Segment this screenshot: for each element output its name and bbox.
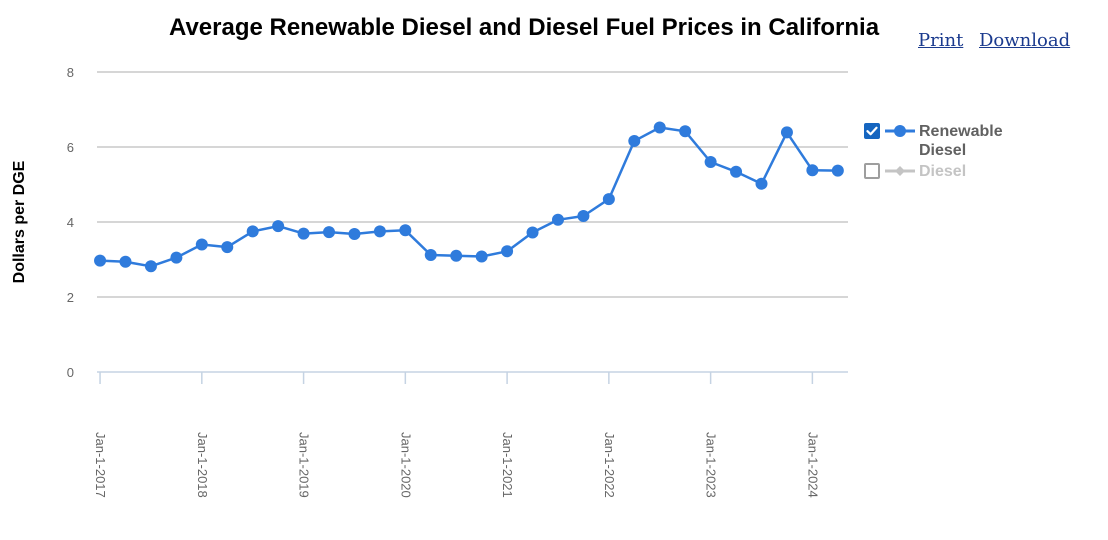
data-point[interactable]	[94, 254, 107, 267]
legend-label-renewable-diesel: Renewable Diesel	[919, 123, 1003, 159]
checkbox-unchecked-icon[interactable]	[864, 163, 880, 179]
legend-item-diesel[interactable]: Diesel	[864, 162, 1029, 181]
data-point[interactable]	[221, 241, 234, 254]
y-tick-label: 2	[67, 290, 74, 305]
data-point[interactable]	[272, 220, 285, 233]
data-point[interactable]	[373, 225, 386, 238]
checkmark-icon	[866, 126, 878, 136]
data-point[interactable]	[679, 125, 692, 138]
data-point[interactable]	[628, 135, 641, 147]
x-tick-label: Jan-1-2020	[398, 432, 413, 498]
data-point[interactable]	[704, 156, 717, 168]
x-tick-label: Jan-1-2022	[602, 432, 617, 498]
data-point[interactable]	[577, 210, 590, 222]
data-point[interactable]	[653, 121, 666, 134]
legend-line-marker-icon	[885, 166, 915, 176]
legend-item-renewable-diesel[interactable]: Renewable Diesel	[864, 122, 1029, 160]
x-tick-label: Jan-1-2017	[93, 432, 108, 498]
series-layer	[94, 121, 844, 273]
data-point[interactable]	[170, 251, 183, 264]
data-point[interactable]	[831, 164, 844, 177]
checkbox-checked-icon[interactable]	[864, 123, 880, 139]
print-link[interactable]: Print	[918, 30, 964, 51]
y-axis-label: Dollars per DGE	[11, 160, 28, 283]
y-tick-label: 4	[67, 215, 74, 230]
data-point[interactable]	[730, 165, 743, 178]
data-point[interactable]	[475, 250, 488, 263]
data-point[interactable]	[780, 126, 793, 139]
data-point[interactable]	[297, 227, 310, 240]
y-tick-label: 8	[67, 65, 74, 80]
data-point[interactable]	[424, 249, 437, 261]
legend-line-marker-icon	[885, 125, 915, 137]
data-point[interactable]	[399, 224, 412, 237]
data-point[interactable]	[348, 228, 361, 240]
series-line-0	[100, 126, 838, 268]
x-tick-label: Jan-1-2018	[195, 432, 210, 498]
data-point[interactable]	[602, 193, 615, 206]
data-point[interactable]	[450, 249, 463, 262]
data-point[interactable]	[195, 238, 208, 251]
legend-label-diesel: Diesel	[919, 163, 967, 180]
data-point[interactable]	[526, 226, 539, 239]
x-tick-label: Jan-1-2019	[297, 432, 312, 498]
data-point[interactable]	[755, 177, 768, 190]
data-point[interactable]	[119, 255, 132, 268]
data-point[interactable]	[551, 213, 564, 226]
data-point[interactable]	[323, 226, 336, 239]
x-tick-label: Jan-1-2023	[704, 432, 719, 498]
x-axis: Jan-1-2017 Jan-1-2018 Jan-1-2019 Jan-1-2020…	[93, 371, 848, 498]
data-point[interactable]	[501, 245, 514, 258]
download-link[interactable]: Download	[979, 30, 1071, 51]
x-tick-label: Jan-1-2021	[500, 432, 515, 498]
data-point[interactable]	[806, 164, 819, 177]
x-tick-label: Jan-1-2024	[805, 432, 820, 498]
chart-title: Average Renewable Diesel and Diesel Fuel…	[169, 14, 880, 41]
gridlines	[97, 71, 848, 298]
y-tick-label: 6	[67, 140, 74, 155]
data-point[interactable]	[246, 225, 259, 238]
y-axis: 0 2 4 6 8	[67, 65, 74, 380]
data-point[interactable]	[144, 260, 157, 273]
y-tick-label: 0	[67, 365, 74, 380]
